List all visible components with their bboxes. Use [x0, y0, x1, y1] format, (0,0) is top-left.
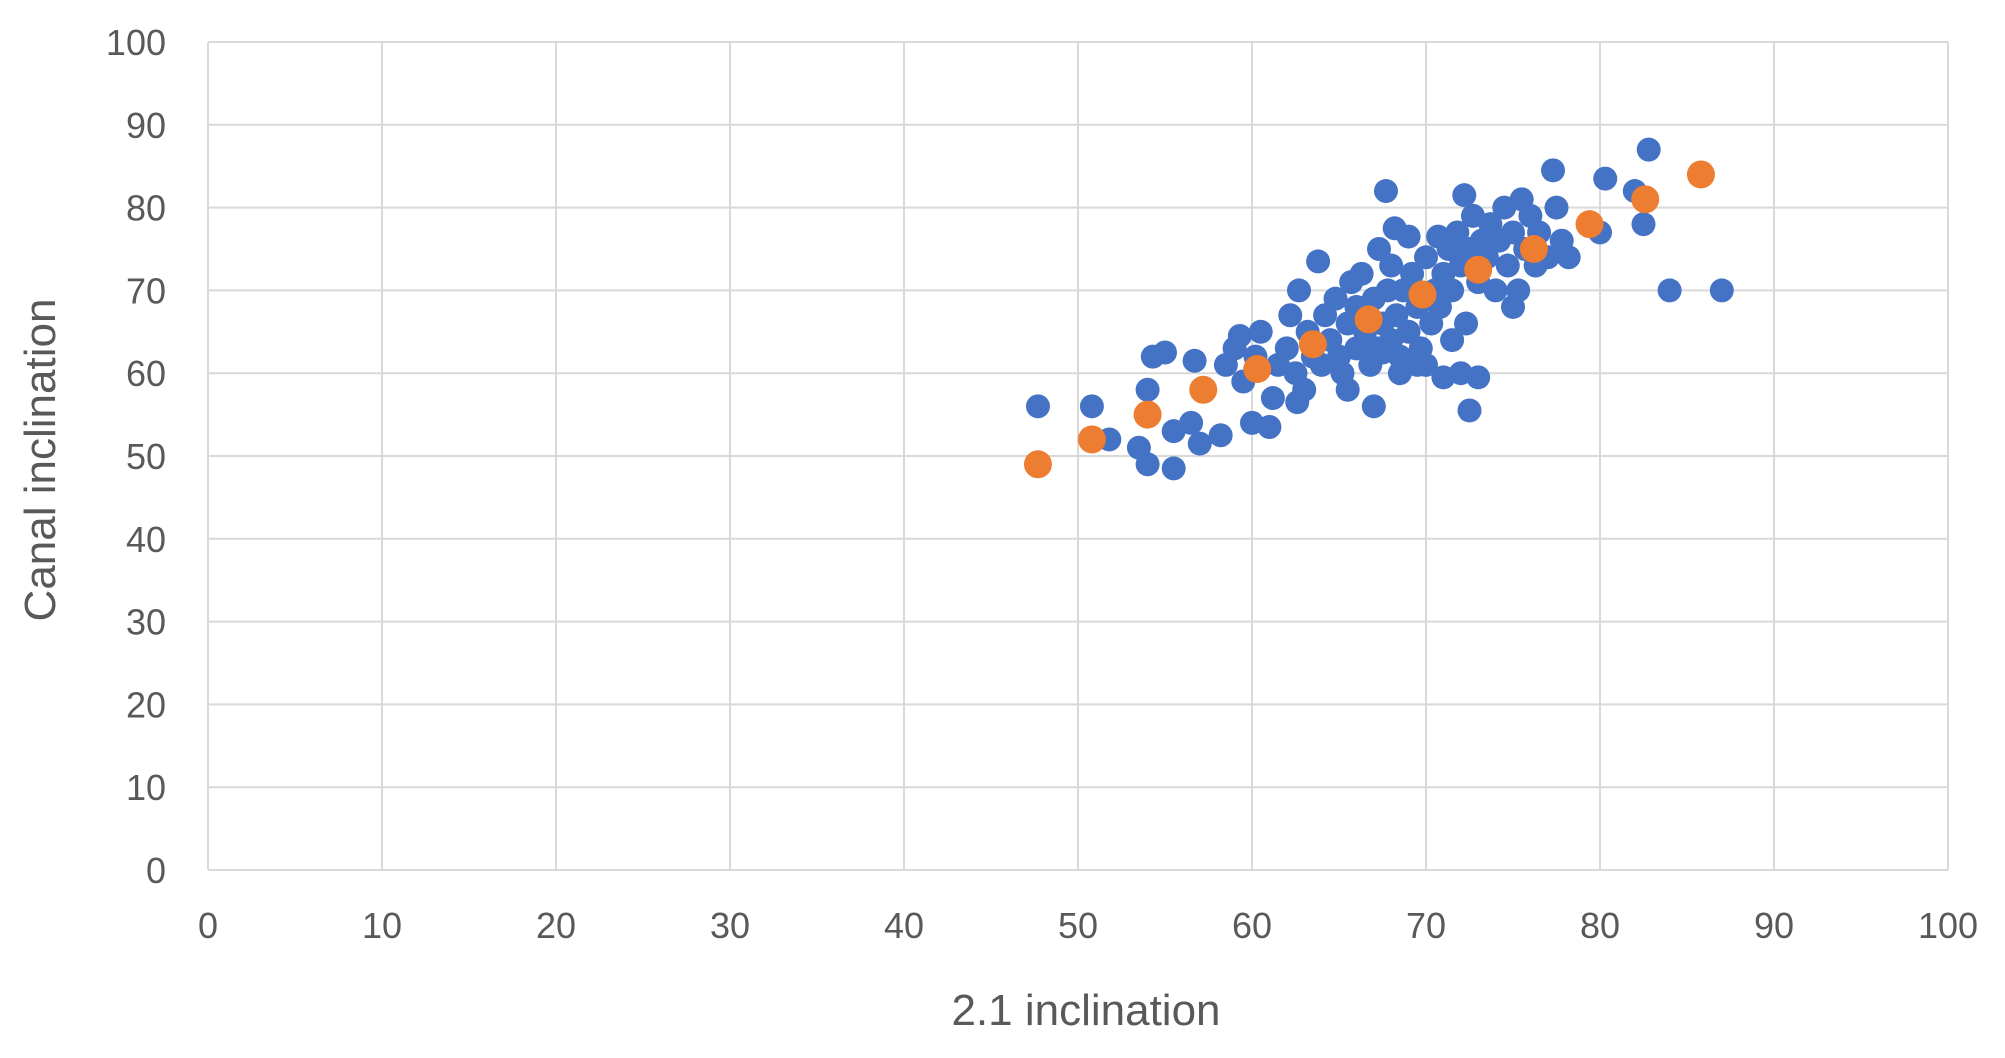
data-point [1631, 212, 1656, 237]
data-point [1370, 340, 1395, 365]
x-tick-label: 70 [1406, 905, 1446, 946]
data-point [1631, 185, 1660, 214]
data-point [1379, 253, 1404, 278]
x-axis-tick-labels: 0 10 20 30 40 50 60 70 80 90 100 [198, 905, 1978, 946]
data-point [1182, 348, 1207, 373]
y-tick-label: 70 [126, 270, 166, 311]
data-point [1541, 158, 1566, 183]
data-point [1135, 452, 1160, 477]
data-point [1440, 328, 1465, 353]
data-point [1454, 311, 1479, 336]
data-point [1483, 278, 1508, 303]
y-tick-label: 0 [146, 850, 166, 891]
y-tick-label: 20 [126, 684, 166, 725]
x-tick-label: 10 [362, 905, 402, 946]
data-point [1025, 394, 1050, 419]
horizontal-gridlines [208, 41, 1948, 871]
data-point [1636, 137, 1661, 162]
data-point [1408, 280, 1437, 309]
data-point [1452, 183, 1477, 208]
data-point [1445, 220, 1470, 245]
data-point [1349, 261, 1374, 286]
data-point [1354, 305, 1383, 334]
data-point [1501, 220, 1525, 245]
data-point [1286, 278, 1311, 303]
x-tick-label: 30 [710, 905, 750, 946]
data-point [1023, 450, 1052, 479]
data-point [1709, 278, 1734, 303]
data-point [1400, 261, 1425, 286]
data-points [1023, 137, 1734, 481]
data-point [1274, 336, 1299, 361]
data-point [1382, 216, 1407, 241]
y-axis-tick-labels: 0 10 20 30 40 50 60 70 80 90 100 [106, 22, 166, 891]
y-tick-label: 40 [126, 519, 166, 560]
data-point [1243, 355, 1272, 384]
data-point [1079, 394, 1104, 419]
data-point [1298, 330, 1327, 359]
data-point [1495, 253, 1520, 278]
data-point [1335, 377, 1360, 402]
data-point [1153, 340, 1177, 365]
data-point [1323, 286, 1348, 311]
y-tick-label: 90 [126, 105, 166, 146]
data-point [1405, 352, 1430, 377]
data-point [1189, 375, 1218, 404]
x-axis-title: 2.1 inclination [951, 986, 1220, 1035]
data-point [1686, 160, 1715, 189]
data-point [1373, 179, 1398, 204]
y-axis-title: Canal inclination [16, 299, 65, 622]
y-tick-label: 10 [126, 767, 166, 808]
y-tick-label: 80 [126, 188, 166, 229]
data-point [1187, 431, 1212, 456]
y-tick-label: 30 [126, 602, 166, 643]
series-1-points [1023, 160, 1715, 479]
x-tick-label: 0 [198, 905, 218, 946]
data-point [1133, 400, 1162, 429]
data-point [1396, 319, 1421, 344]
data-point [1306, 249, 1331, 274]
data-point [1367, 237, 1392, 261]
data-point [1292, 377, 1317, 402]
data-point [1519, 235, 1548, 263]
series-0-points [1025, 137, 1734, 481]
x-tick-label: 100 [1918, 905, 1978, 946]
data-point [1384, 303, 1409, 328]
data-point [1464, 255, 1493, 284]
data-point [1179, 410, 1204, 435]
data-point [1457, 398, 1482, 423]
y-tick-label: 60 [126, 353, 166, 394]
data-point [1227, 323, 1252, 348]
x-tick-label: 20 [536, 905, 576, 946]
data-point [1414, 245, 1438, 270]
data-point [1257, 415, 1282, 440]
data-point [1593, 166, 1618, 191]
data-point [1361, 394, 1386, 419]
data-point [1161, 456, 1186, 481]
y-tick-label: 100 [106, 22, 166, 63]
data-point [1278, 303, 1303, 328]
x-tick-label: 40 [884, 905, 924, 946]
data-point [1544, 195, 1569, 220]
data-point [1466, 365, 1491, 390]
data-point [1426, 224, 1451, 249]
data-point [1440, 278, 1465, 303]
data-point [1506, 278, 1531, 303]
data-point [1135, 377, 1160, 402]
data-point [1657, 278, 1682, 303]
data-point [1248, 319, 1273, 344]
data-point [1556, 245, 1581, 270]
y-tick-label: 50 [126, 436, 166, 477]
x-tick-label: 60 [1232, 905, 1272, 946]
data-point [1575, 210, 1604, 239]
data-point [1260, 386, 1285, 411]
data-point [1208, 423, 1233, 448]
x-tick-label: 90 [1754, 905, 1794, 946]
data-point [1077, 425, 1106, 454]
x-tick-label: 50 [1058, 905, 1098, 946]
x-tick-label: 80 [1580, 905, 1620, 946]
